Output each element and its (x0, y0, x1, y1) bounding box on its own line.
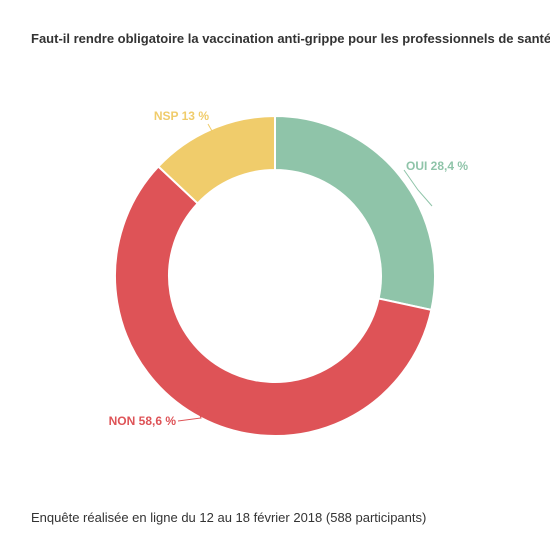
chart-footer: Enquête réalisée en ligne du 12 au 18 fé… (31, 510, 427, 525)
leader-line-non (177, 403, 202, 422)
leader-line-nsp (207, 123, 217, 139)
leader-line-oui (403, 169, 433, 207)
slice-label-nsp: NSP 13 % (154, 109, 209, 123)
donut-slice-nsp (156, 114, 276, 205)
slice-label-oui: OUI 28,4 % (406, 159, 468, 173)
slice-label-non: NON 58,6 % (109, 414, 177, 428)
chart-title: Faut-il rendre obligatoire la vaccinatio… (31, 31, 550, 46)
leader-lines (177, 123, 433, 422)
donut-slice-oui (274, 114, 436, 312)
donut-slices (114, 114, 436, 437)
donut-slice-non (114, 165, 433, 437)
slice-labels: OUI 28,4 % NON 58,6 % NSP 13 % (109, 109, 469, 428)
